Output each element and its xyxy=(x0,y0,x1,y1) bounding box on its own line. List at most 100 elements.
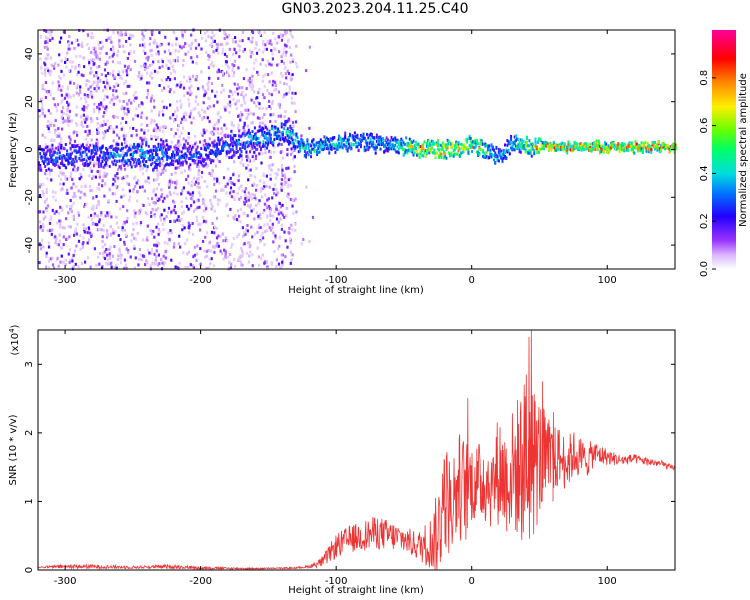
spectrogram-cell xyxy=(239,142,242,146)
spectrogram-cell xyxy=(467,148,470,152)
spectrogram-cell xyxy=(595,142,598,145)
spectrogram-cell xyxy=(164,163,167,167)
spectrogram-cell xyxy=(286,151,289,155)
spectrogram-cell xyxy=(88,238,91,242)
spectrogram-cell xyxy=(52,162,55,166)
spectrogram-cell xyxy=(85,117,88,121)
spectrogram-cell xyxy=(206,164,210,168)
spectrogram-cell xyxy=(247,178,250,182)
spectrogram-cell xyxy=(333,146,336,150)
spectrogram-cell xyxy=(110,261,113,265)
spectrogram-cell xyxy=(525,140,528,144)
spectrogram-cell xyxy=(292,145,295,149)
spectrogram-cell xyxy=(564,145,567,149)
spectrogram-cell xyxy=(70,151,73,155)
spectrogram-cell xyxy=(135,129,138,132)
spectrogram-cell xyxy=(45,169,48,172)
spectrogram-cell xyxy=(210,161,212,165)
spectrogram-cell xyxy=(130,101,133,105)
spectrogram-cell xyxy=(514,144,517,148)
spectrogram-cell xyxy=(291,141,294,145)
spectrogram-cell xyxy=(187,98,190,102)
spectrogram-cell xyxy=(674,143,677,147)
spectrogram-cell xyxy=(143,45,146,49)
spectrogram-cell xyxy=(167,231,170,235)
spectrogram-cell xyxy=(443,150,445,154)
spectrogram-cell xyxy=(640,143,643,147)
spectrogram-cell xyxy=(116,141,119,145)
spectrogram-cell xyxy=(47,167,50,171)
spectrogram-cell xyxy=(378,139,381,143)
spectrogram-cell xyxy=(495,145,498,149)
spectrogram-cell xyxy=(444,143,447,147)
spectrogram-cell xyxy=(394,139,397,143)
spectrogram-cell xyxy=(146,236,149,239)
spectrogram-cell xyxy=(169,103,172,107)
spectrogram-cell xyxy=(375,145,378,149)
spectrogram-cell xyxy=(305,69,308,73)
spectrogram-cell xyxy=(49,150,51,154)
spectrogram-cell xyxy=(533,144,536,148)
spectrogram-cell xyxy=(253,90,256,94)
spectrogram-cell xyxy=(152,99,156,103)
spectrogram-cell xyxy=(467,150,470,154)
spectrogram-cell xyxy=(113,85,116,89)
spectrogram-cell xyxy=(155,41,158,45)
spectrogram-cell xyxy=(647,147,650,151)
spectrogram-cell xyxy=(181,189,184,192)
spectrogram-cell xyxy=(213,145,216,149)
spectrogram-cell xyxy=(558,143,561,147)
spectrogram-cell xyxy=(82,74,85,78)
spectrogram-cell xyxy=(51,190,54,194)
spectrogram-cell xyxy=(51,81,54,85)
spectrogram-cell xyxy=(156,148,159,152)
spectrogram-cell xyxy=(153,127,156,131)
spectrogram-cell xyxy=(138,162,140,165)
spectrogram-cell xyxy=(88,185,92,188)
spectrogram-cell xyxy=(41,71,44,75)
spectrogram-cell xyxy=(436,147,439,151)
spectrogram-cell xyxy=(583,148,586,152)
spectrogram-cell xyxy=(150,96,153,100)
spectrogram-cell xyxy=(364,141,367,145)
spectrogram-cell xyxy=(86,133,89,137)
spectrogram-cell xyxy=(142,166,145,170)
spectrogram-cell xyxy=(153,119,156,123)
spectrogram-cell xyxy=(121,153,124,157)
spectrogram-cell xyxy=(488,144,491,148)
spectrogram-cell xyxy=(80,175,83,179)
spectrogram-cell xyxy=(100,164,103,168)
spectrogram-cell xyxy=(66,149,69,153)
spectrogram-cell xyxy=(58,211,61,215)
spectrogram-cell xyxy=(150,109,153,113)
spectrogram-cell xyxy=(114,174,117,178)
spectrogram-cell xyxy=(82,223,85,227)
spectrogram-cell xyxy=(271,127,273,131)
spectrogram-cell xyxy=(258,141,261,145)
spectrogram-cell xyxy=(195,154,198,158)
spectrogram-cell xyxy=(146,196,150,200)
spectrogram-cell xyxy=(255,51,259,55)
spectrogram-cell xyxy=(121,117,124,120)
spectrogram-cell xyxy=(262,39,265,43)
spectrogram-cell xyxy=(252,67,255,70)
spectrogram-cell xyxy=(106,229,109,233)
spectrogram-cell xyxy=(441,141,444,145)
spectrogram-cell xyxy=(171,155,173,159)
spectrogram-cell xyxy=(538,147,541,151)
spectrogram-cell xyxy=(116,146,119,149)
spectrogram-cell xyxy=(138,209,141,213)
spectrogram-cell xyxy=(103,131,106,135)
spectrogram-cell xyxy=(468,144,471,148)
spectrogram-cell xyxy=(153,165,156,169)
spectrogram-cell xyxy=(206,29,209,33)
spectrogram-cell xyxy=(461,146,464,150)
spectrogram-cell xyxy=(168,59,171,63)
spectrogram-cell xyxy=(277,114,280,118)
spectrogram-cell xyxy=(199,223,202,227)
spectrogram-cell xyxy=(264,151,267,155)
spectrogram-cell xyxy=(270,262,273,266)
spectrogram-cell xyxy=(443,154,445,157)
spectrogram-cell xyxy=(180,143,183,147)
spectrogram-cell xyxy=(240,150,243,154)
